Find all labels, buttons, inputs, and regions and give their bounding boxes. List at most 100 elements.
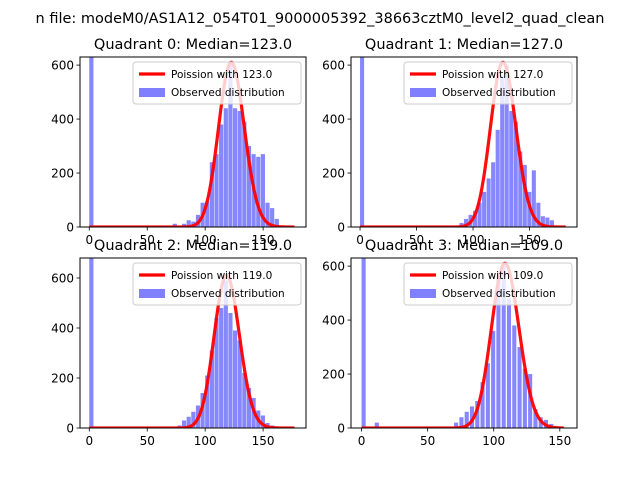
y-tick-label: 200 xyxy=(51,372,74,386)
y-tick-label: 400 xyxy=(51,113,74,127)
histogram-bar xyxy=(89,258,94,428)
histogram-bar xyxy=(172,223,177,227)
histogram-bar xyxy=(265,202,270,227)
x-tick-label: 50 xyxy=(409,233,424,247)
histogram-bar xyxy=(512,325,517,428)
x-tick-label: 50 xyxy=(420,434,435,448)
histogram-bar xyxy=(232,108,238,227)
histogram-bar xyxy=(509,110,514,227)
y-tick-label: 200 xyxy=(322,167,345,181)
histogram-bar xyxy=(506,298,512,428)
legend-box xyxy=(403,61,573,105)
histogram-bar xyxy=(486,178,491,227)
histogram-bar xyxy=(361,258,366,428)
x-tick-label: 150 xyxy=(252,434,275,448)
histogram-bar xyxy=(214,154,219,227)
legend-hist-swatch xyxy=(410,289,436,298)
x-tick-label: 50 xyxy=(140,434,155,448)
histogram-bar xyxy=(454,422,459,428)
x-tick-label: 0 xyxy=(356,233,364,247)
y-tick-label: 400 xyxy=(51,322,74,336)
histogram-bar xyxy=(513,121,518,227)
x-tick-label: 100 xyxy=(194,233,217,247)
histogram-bar xyxy=(260,415,265,428)
histogram-bar xyxy=(374,422,379,428)
histogram-bar xyxy=(531,170,536,227)
histogram-bar xyxy=(491,330,496,428)
subplot-title: Quadrant 0: Median=123.0 xyxy=(94,37,292,53)
legend: Poission with 109.0 Observed distribution xyxy=(403,262,573,306)
plot-area xyxy=(88,258,295,428)
x-tick-label: 0 xyxy=(85,233,93,247)
legend-line-label: Poission with 119.0 xyxy=(171,270,272,282)
plot-area xyxy=(359,57,567,227)
x-tick-label: 100 xyxy=(194,434,217,448)
figure-suptitle: n file: modeM0/AS1A12_054T01_9000005392_… xyxy=(36,11,605,27)
histogram-bar xyxy=(186,416,191,428)
y-tick-label: 0 xyxy=(337,422,345,436)
y-tick-label: 600 xyxy=(322,59,345,73)
y-tick-label: 0 xyxy=(66,422,74,436)
poisson-curve xyxy=(359,60,567,227)
axes-frame xyxy=(79,56,307,228)
histogram-bar xyxy=(482,191,487,227)
histogram-bar xyxy=(232,330,238,428)
legend-hist-swatch xyxy=(139,289,165,298)
y-tick-label: 200 xyxy=(51,167,74,181)
legend-box xyxy=(132,61,302,105)
x-tick-label: 0 xyxy=(85,434,93,448)
histogram-bar xyxy=(274,218,279,227)
histogram-bar xyxy=(500,75,505,227)
histogram-bar xyxy=(522,164,527,227)
histogram-bar xyxy=(504,65,509,227)
y-tick-label: 600 xyxy=(51,59,74,73)
subplot-title: Quadrant 1: Median=127.0 xyxy=(365,37,563,53)
axes-frame xyxy=(350,56,578,228)
histogram-bar xyxy=(491,162,496,227)
y-tick-label: 400 xyxy=(322,314,345,328)
histogram-bar xyxy=(242,121,247,227)
histogram-bar xyxy=(480,382,485,428)
histogram-bar xyxy=(485,363,490,428)
legend-box xyxy=(132,262,302,306)
x-tick-label: 150 xyxy=(518,233,541,247)
x-tick-label: 150 xyxy=(548,434,571,448)
histogram-bar xyxy=(228,62,233,227)
poisson-curve xyxy=(88,60,295,227)
histogram-bar xyxy=(533,409,538,428)
histogram-bar xyxy=(223,108,228,227)
legend-box xyxy=(403,262,573,306)
plot-area xyxy=(88,57,295,227)
legend-hist-label: Observed distribution xyxy=(442,87,556,99)
histogram-bar xyxy=(360,57,365,227)
histogram-bar xyxy=(89,57,94,227)
legend-line-label: Poission with 123.0 xyxy=(171,69,272,81)
histogram-bar xyxy=(536,202,541,227)
legend-hist-swatch xyxy=(139,88,165,97)
legend: Poission with 119.0 Observed distribution xyxy=(132,262,302,306)
histogram-bar xyxy=(464,218,469,227)
axes-frame xyxy=(350,257,578,429)
x-tick-label: 150 xyxy=(252,233,275,247)
histogram-bar xyxy=(237,110,242,227)
histogram-bar xyxy=(495,129,500,227)
histogram-bar xyxy=(528,374,533,428)
histogram-bar xyxy=(228,313,233,428)
histogram-bar xyxy=(191,411,196,428)
y-tick-label: 600 xyxy=(322,260,345,274)
legend-hist-label: Observed distribution xyxy=(442,288,556,300)
histogram-bar xyxy=(242,373,247,428)
histogram-bar xyxy=(256,156,261,227)
y-tick-label: 200 xyxy=(322,368,345,382)
histogram-bar xyxy=(545,217,550,227)
y-tick-label: 0 xyxy=(66,221,74,235)
histogram-bar xyxy=(459,417,464,428)
legend-hist-label: Observed distribution xyxy=(171,288,285,300)
quadrant-0-subplot: 0 50 100 150 0 200 400 600 Quadrant 0: Median=12… xyxy=(51,37,307,247)
histogram-bar xyxy=(260,154,265,227)
quadrant-3-subplot: 0 50 100 150 0 200 400 600 Quadrant 3: Median=10… xyxy=(322,238,578,448)
quadrant-1-subplot: 0 50 100 150 0 200 400 600 Quadrant 1: Median=12… xyxy=(322,37,578,247)
histogram-bar xyxy=(501,266,506,428)
histogram-bar xyxy=(496,276,501,428)
histogram-bar xyxy=(540,216,545,227)
